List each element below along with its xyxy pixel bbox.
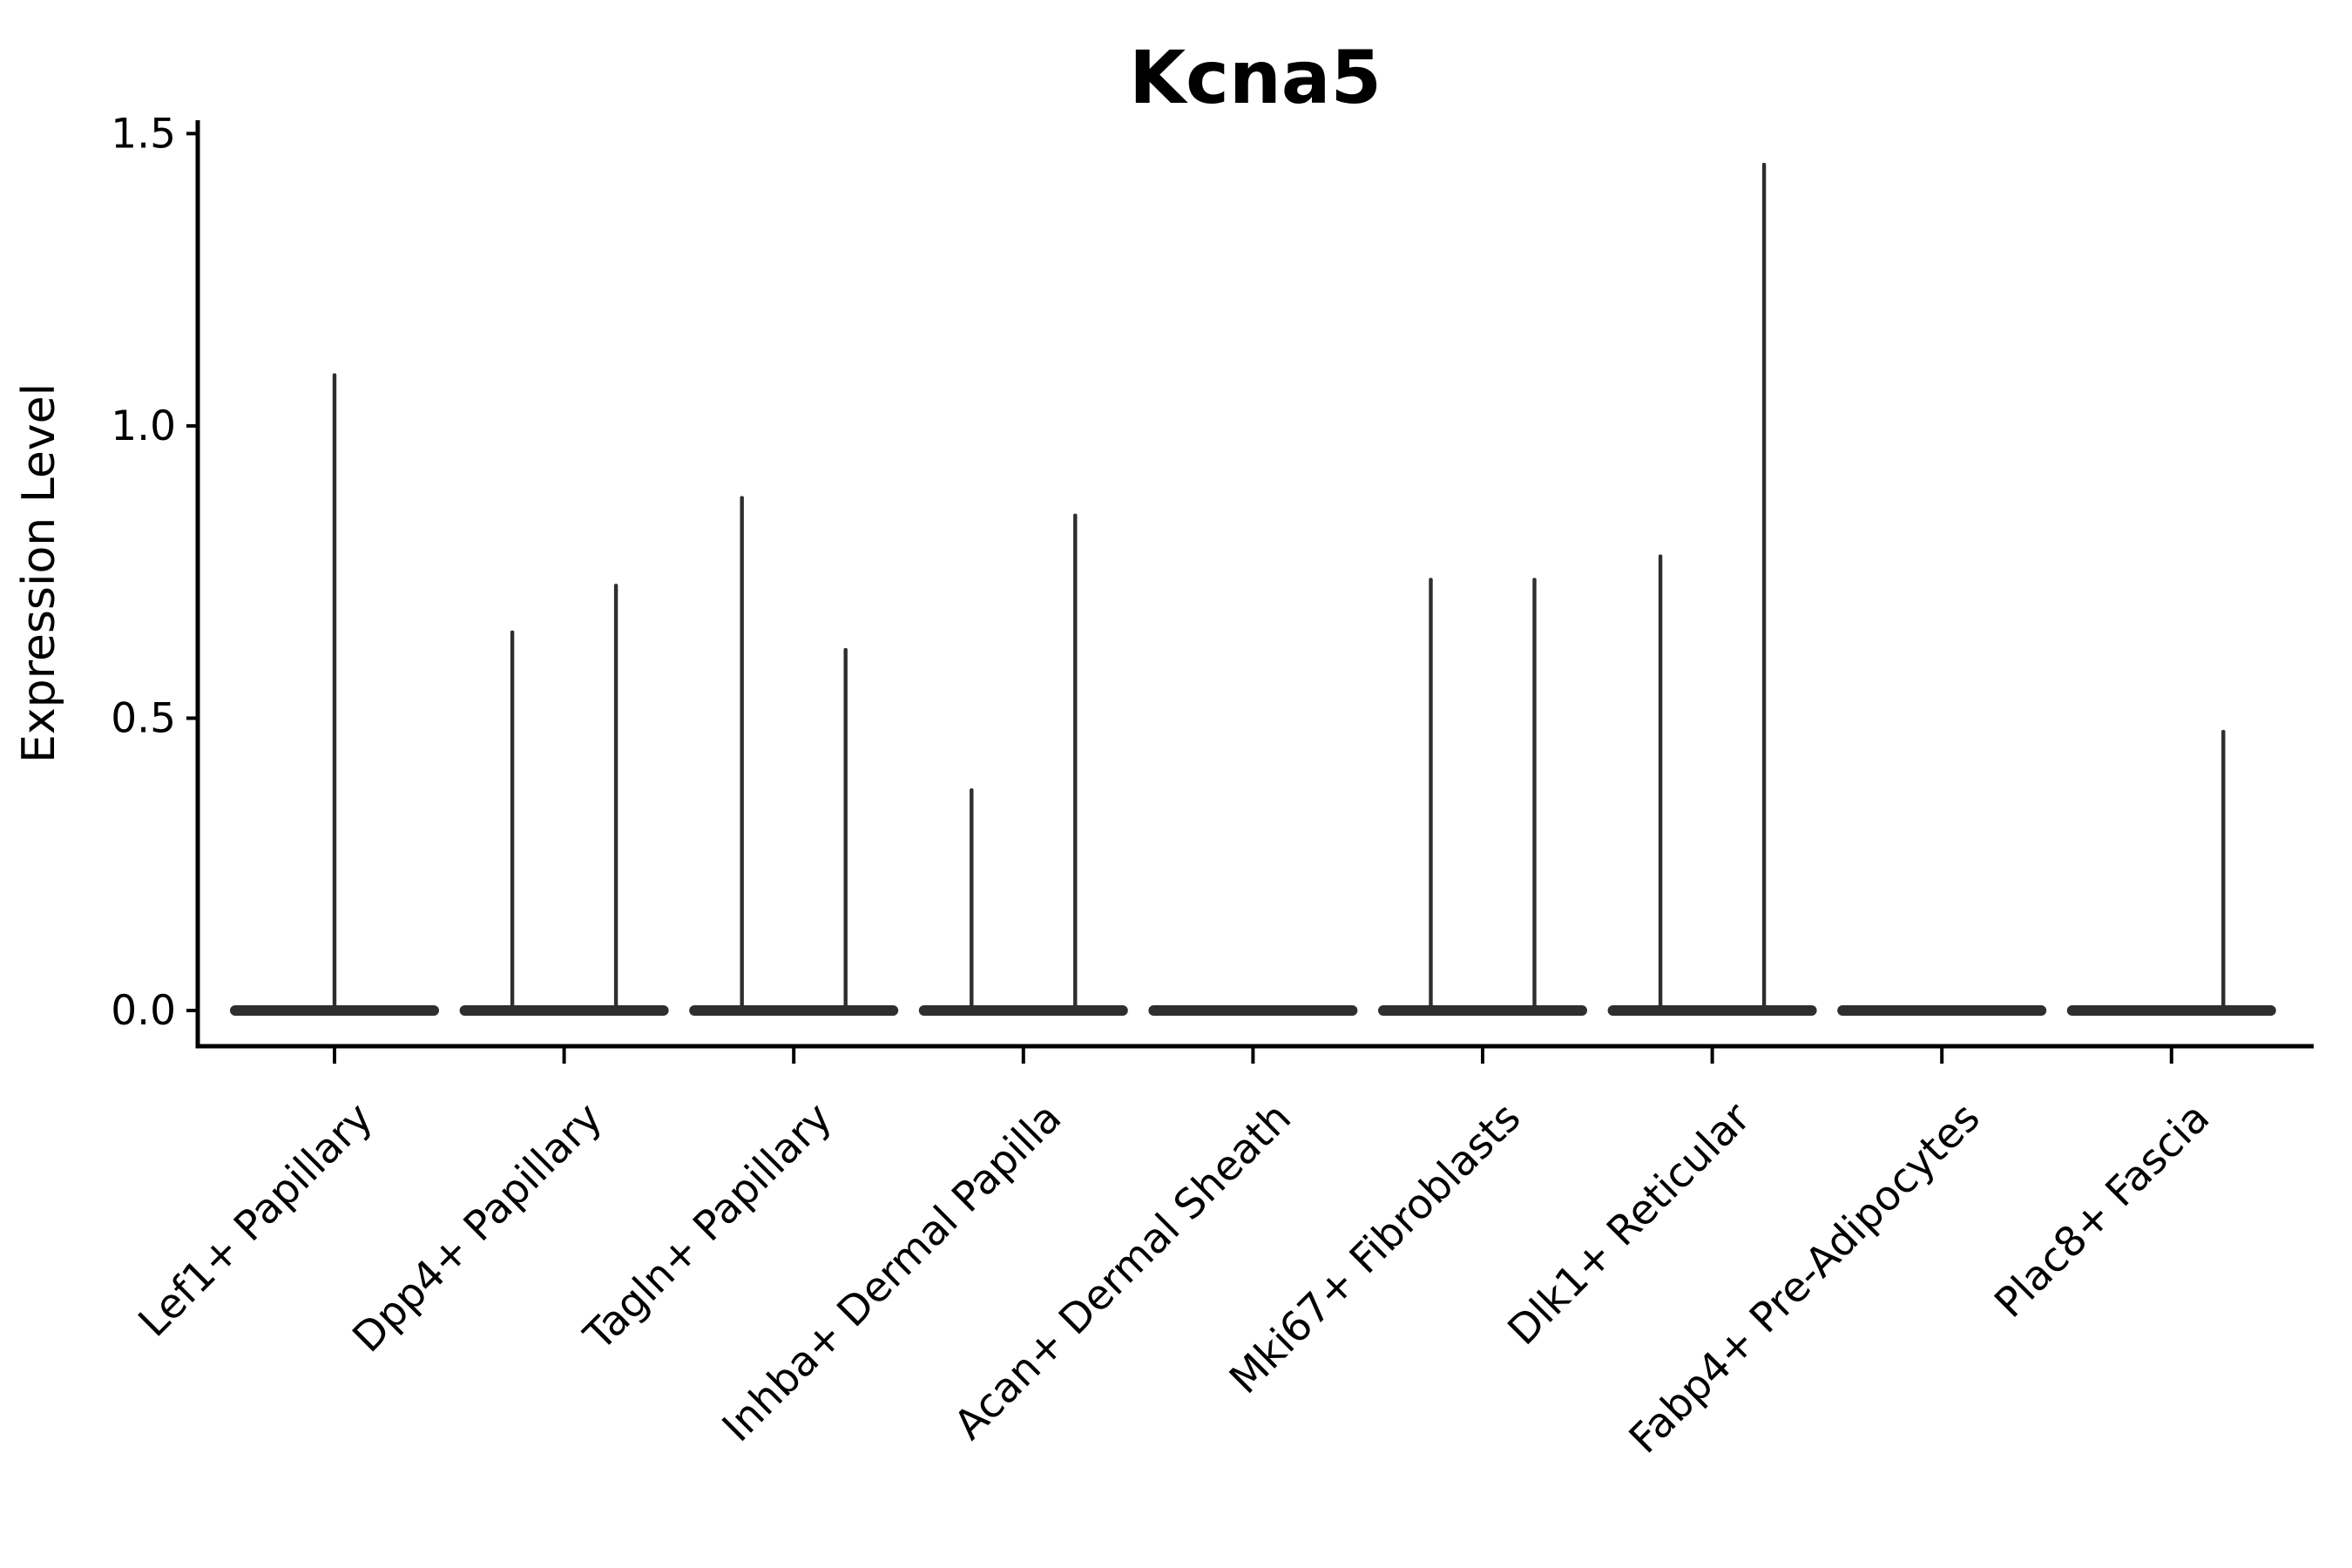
x-tick-label: Plac8+ Fascia (1985, 1094, 2219, 1328)
y-tick-label: 0.5 (111, 694, 176, 742)
expression-spike (843, 647, 848, 1012)
x-tick-label: Lef1+ Papillary (130, 1094, 382, 1347)
y-tick-label: 1.5 (111, 110, 176, 158)
violin-base (1378, 1005, 1587, 1016)
violin-base (918, 1005, 1128, 1016)
x-tick-label: Dpp4+ Papillary (343, 1094, 612, 1362)
expression-spike (1532, 578, 1537, 1012)
violin-base (230, 1005, 439, 1016)
axes (195, 120, 2314, 1049)
expression-spike (1073, 513, 1078, 1012)
expression-spike (1429, 578, 1433, 1012)
expression-spike (2221, 729, 2226, 1012)
expression-spike (1658, 554, 1663, 1012)
expression-spike (510, 630, 515, 1012)
expression-spike (613, 584, 618, 1012)
x-ticks (333, 1046, 2173, 1064)
violins (230, 162, 2276, 1016)
x-tick-label: Tagln+ Papillary (575, 1094, 841, 1361)
expression-spike (1761, 162, 1767, 1012)
violin-base (2066, 1005, 2276, 1016)
expression-spike (740, 496, 744, 1012)
violin-base (1837, 1005, 2047, 1016)
violin-base (689, 1005, 899, 1016)
x-tick-label: Dlk1+ Reticular (1499, 1093, 1761, 1355)
violin-base (1607, 1005, 1817, 1016)
y-axis-label: Expression Level (13, 383, 65, 763)
chart-title: Kcna5 (1129, 35, 1382, 120)
expression-spike (332, 373, 337, 1013)
y-tick-label: 1.0 (111, 402, 176, 450)
expression-spike (970, 787, 974, 1012)
violin-base (459, 1005, 669, 1016)
y-ticks: 0.0 0.5 1.0 1.5 (111, 110, 198, 1035)
y-tick-label: 0.0 (111, 987, 176, 1035)
violin-base (1148, 1005, 1358, 1016)
